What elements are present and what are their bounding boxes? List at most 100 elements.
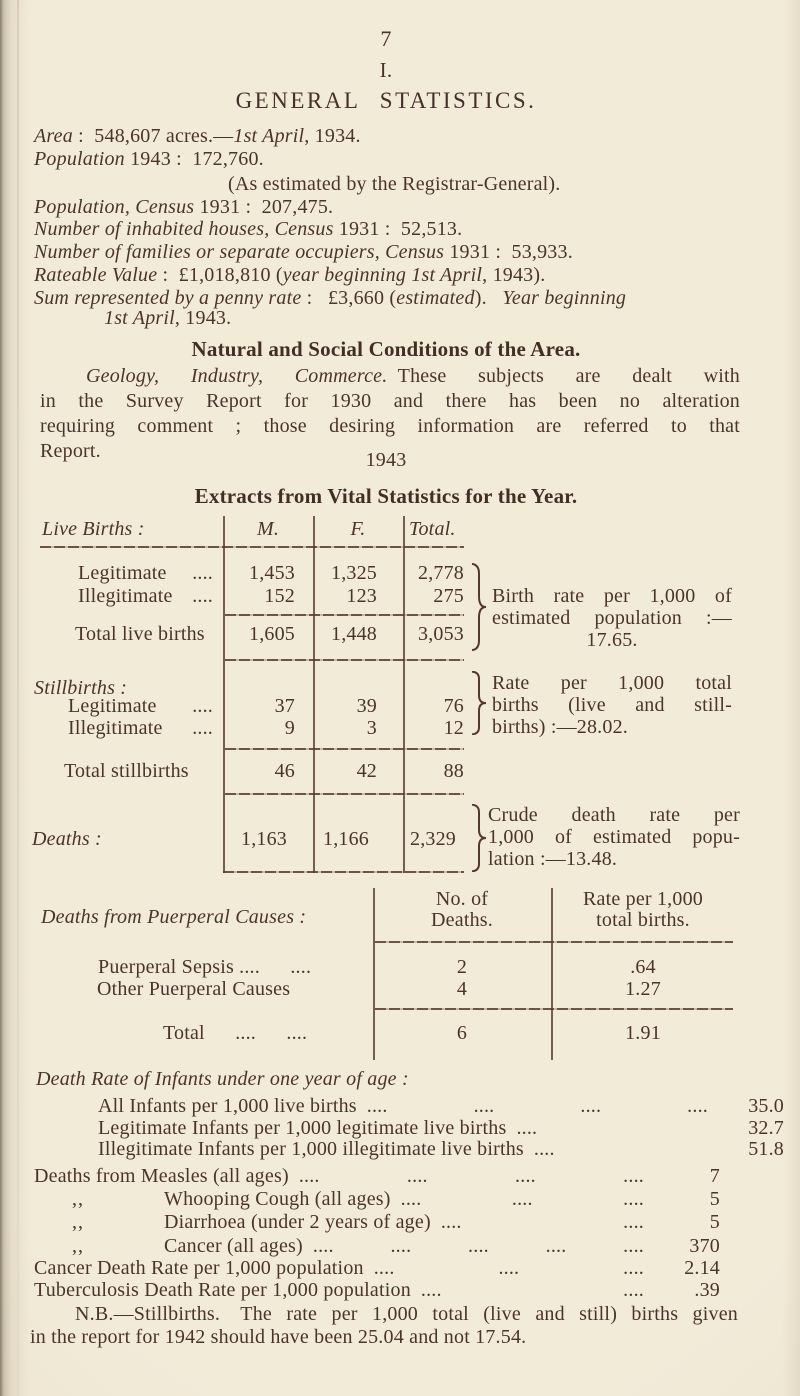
table-rule [225,793,464,795]
cell-male: 46 [274,760,295,782]
column-header-rate: Rate per 1,000 total births. [551,889,735,931]
cell-rate: 1.91 [625,1022,661,1044]
dot-leader: .... .... .... [373,1257,644,1279]
row-label: Puerperal Sepsis .... .... [98,956,312,978]
list-item: ,, Diarrhoea (under 2 years of age) ....… [34,1210,720,1234]
cell-female: 123 [346,585,377,607]
list-item: Illegitimate Infants per 1,000 illegitim… [34,1137,784,1161]
row-label: Total live births [75,623,205,645]
stat-line-estimated-note: (As estimated by the Registrar-General). [228,173,561,195]
table-row-deaths: Deaths : 1,163 1,166 2,329 [32,828,470,850]
item-label: Tuberculosis Death Rate per 1,000 popula… [34,1279,411,1301]
cell-rate: 1.27 [625,978,661,1000]
ditto-mark: ,, [72,1211,84,1233]
note-stillbirth-rate: Rate per 1,000 total births (live and st… [492,672,732,738]
table-column-rule [551,888,553,1060]
vital-statistics-table: Live Births : M. F. Total. Legitimate...… [32,510,800,888]
column-header-male: M. [256,518,280,540]
item-label: Whooping Cough (all ages) [164,1188,391,1210]
paragraph-line: requiring comment ; those desiring infor… [40,415,740,437]
table-rule [375,1008,733,1010]
cell-female: 1,325 [331,562,377,584]
section-heading-conditions: Natural and Social Conditions of the Are… [191,337,581,361]
row-label: Illegitimate [68,717,163,739]
row-label: Illegitimate [78,585,173,607]
item-label: Cancer Death Rate per 1,000 population [34,1257,364,1279]
cell-total: 2,778 [418,562,464,584]
page-title: GENERAL STATISTICS. [235,88,537,113]
dot-leader: .... [192,717,213,739]
table-column-rule [373,888,375,1060]
stat-line-families: Number of families or separate occupiers… [34,241,573,263]
note-line: lation :—13.48. [488,848,618,870]
section-heading-extracts: Extracts from Vital Statistics for the Y… [194,484,578,508]
cell-female: 1,448 [331,623,377,645]
table-rule [223,871,464,873]
list-item: ,, Cancer (all ages) .... .... .... ....… [34,1234,720,1258]
dot-leader: .... .... .... .... [298,1165,644,1187]
row-label: Legitimate [68,695,157,717]
stat-line-inhabited-houses: Number of inhabited houses, Census 1931 … [34,218,463,240]
note-death-rate: Crude death rate per 1,000 of estimated … [488,804,740,870]
dot-leader: .... [533,1138,555,1160]
item-value: 5 [709,1211,720,1233]
item-value: 35.0 [748,1095,784,1117]
puerperal-table: Deaths from Puerperal Causes : No. of De… [40,880,740,1070]
ditto-mark: ,, [72,1235,84,1257]
item-value: .39 [694,1279,720,1301]
table-row-total-live-births: Total live births 1,605 1,448 3,053 [40,623,470,645]
paragraph-line: in the Survey Report for 1930 and there … [40,390,740,412]
dot-leader: .... .... .... [400,1188,644,1210]
footnote-line: in the report for 1942 should have been … [30,1326,527,1348]
item-label: Legitimate Infants per 1,000 legitimate … [98,1117,507,1139]
item-label: Diarrhoea (under 2 years of age) [164,1211,431,1233]
note-line: Rate per 1,000 total [492,672,732,694]
cell-female: 42 [356,760,377,782]
dot-leader: .... .... [440,1211,644,1233]
dot-leader: .... [192,562,213,584]
list-item: ,, Whooping Cough (all ages) .... .... .… [34,1187,720,1211]
cell-male: 37 [274,695,295,717]
cell-male: 152 [264,585,295,607]
cell-rate: .64 [630,956,656,978]
puerperal-table-label: Deaths from Puerperal Causes : [41,906,307,928]
dot-leader: .... .... .... .... [366,1095,708,1117]
item-value: 51.8 [748,1138,784,1160]
column-header-line: Deaths. [431,909,493,931]
footnote: N.B.—Stillbirths. The rate per 1,000 tot… [30,1303,738,1349]
column-header-line: Rate per 1,000 [583,888,703,910]
table-row-legitimate: Legitimate.... 1,453 1,325 2,778 [40,562,470,584]
cell-total: 76 [443,695,464,717]
cell-female: 3 [366,717,377,739]
row-label: Other Puerperal Causes [97,978,291,1000]
item-value: 2.14 [684,1257,720,1279]
row-label: Deaths : [32,828,102,850]
cell-female: 39 [356,695,377,717]
stat-line-penny-rate: Sum represented by a penny rate : £3,660… [34,287,627,309]
stat-line-area: Area : 548,607 acres.—1st April, 1934. [34,125,361,147]
note-line: births) :—28.02. [492,716,628,738]
table-column-rule [403,516,405,873]
row-label: Total stillbirths [64,760,189,782]
item-value: 7 [709,1165,720,1187]
item-label: Cancer (all ages) [164,1235,303,1257]
table-rule [225,748,464,750]
year-label: 1943 [365,449,407,471]
dot-leader: .... [516,1117,538,1139]
stat-line-penny-rate-cont: 1st April, 1943. [104,307,232,329]
list-item: All Infants per 1,000 live births .... .… [34,1094,784,1118]
column-header-live-births: Live Births : [42,518,145,540]
list-item: Deaths from Measles (all ages) .... ....… [34,1164,720,1188]
brace [471,671,487,735]
row-label: Total .... .... [163,1022,308,1044]
item-value: 5 [709,1188,720,1210]
list-item: Legitimate Infants per 1,000 legitimate … [34,1116,784,1140]
cell-total: 88 [443,760,464,782]
table-column-rule [313,516,315,873]
cell-total: 2,329 [410,828,456,850]
cell-male: 1,605 [249,623,295,645]
note-line: Birth rate per 1,000 of [492,585,732,607]
brace [471,804,487,872]
table-row-total-stillbirths: Total stillbirths 46 42 88 [40,760,470,782]
brace [471,563,487,651]
